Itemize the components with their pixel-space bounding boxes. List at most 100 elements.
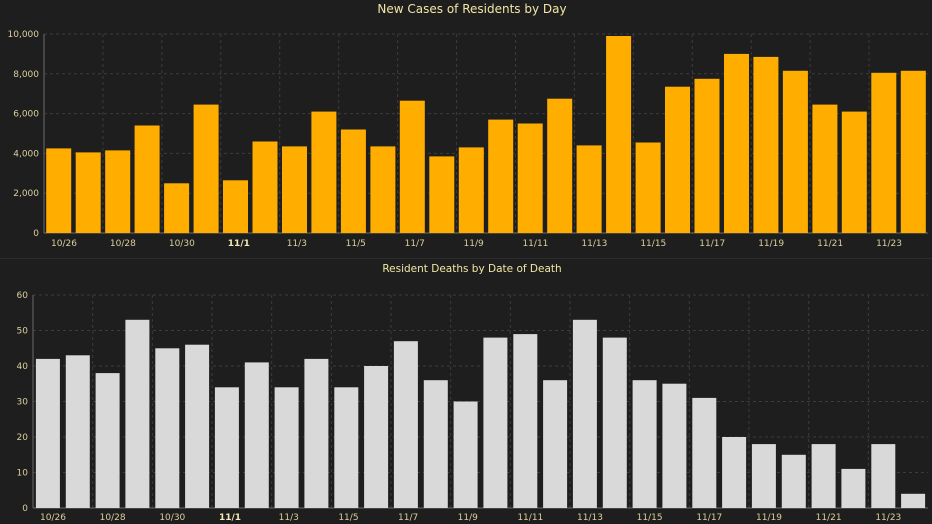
- resident-deaths-bar: [155, 348, 180, 509]
- new-cases-x-tick-label: 11/23: [876, 239, 902, 249]
- resident-deaths-bar: [692, 397, 717, 508]
- new-cases-bar: [458, 147, 484, 233]
- resident-deaths-bar: [662, 383, 687, 508]
- resident-deaths-bar: [513, 334, 538, 508]
- new-cases-bar: [635, 142, 661, 233]
- new-cases-y-tick-label: 8,000: [13, 70, 39, 80]
- resident-deaths-title: Resident Deaths by Date of Death: [382, 263, 561, 275]
- resident-deaths-bar: [781, 454, 806, 509]
- new-cases-chart: New Cases of Residents by Day 0 2,000 4,00…: [8, 2, 928, 249]
- resident-deaths-bars: [35, 319, 926, 509]
- new-cases-y-axis: 0 2,000 4,000 6,000 8,000 10,000: [8, 30, 40, 239]
- new-cases-bar: [606, 36, 632, 233]
- new-cases-bar: [871, 72, 897, 233]
- new-cases-x-axis: 10/26 10/28 10/30 11/1 11/3 11/5 11/7 11/9 11/11…: [51, 239, 902, 249]
- resident-deaths-grid: [32, 294, 928, 509]
- resident-deaths-bar: [244, 362, 269, 508]
- new-cases-bar: [105, 150, 131, 233]
- new-cases-y-tick-label: 6,000: [13, 110, 39, 120]
- new-cases-bar: [547, 98, 573, 233]
- new-cases-bar: [282, 146, 307, 233]
- resident-deaths-y-tick-label: 30: [17, 398, 29, 408]
- new-cases-bar: [576, 145, 602, 233]
- resident-deaths-x-tick-label: 10/28: [100, 513, 126, 523]
- resident-deaths-bar: [274, 387, 299, 508]
- new-cases-bar: [193, 104, 219, 233]
- new-cases-bar: [370, 146, 396, 233]
- new-cases-bar: [340, 129, 366, 233]
- new-cases-bar: [841, 111, 867, 233]
- new-cases-x-tick-label: 10/28: [110, 239, 136, 249]
- resident-deaths-bar: [95, 373, 120, 508]
- new-cases-bar: [164, 183, 190, 234]
- resident-deaths-x-tick-label: 11/17: [696, 513, 722, 523]
- new-cases-bar: [75, 152, 101, 233]
- resident-deaths-y-tick-label: 0: [22, 504, 28, 514]
- resident-deaths-x-tick-label: 11/11: [517, 513, 543, 523]
- new-cases-bar: [782, 70, 808, 233]
- resident-deaths-bar: [751, 444, 776, 508]
- new-cases-bar: [694, 78, 720, 233]
- new-cases-x-tick-label: 11/1: [228, 239, 250, 249]
- resident-deaths-bar: [543, 380, 568, 508]
- new-cases-x-tick-label: 11/13: [581, 239, 607, 249]
- new-cases-x-tick-label: 11/5: [346, 239, 366, 249]
- resident-deaths-bar: [304, 358, 329, 508]
- new-cases-bar: [724, 53, 749, 234]
- resident-deaths-chart: Resident Deaths by Date of Death 0 10 20 30…: [0, 258, 932, 523]
- resident-deaths-bar: [811, 444, 836, 508]
- resident-deaths-bar: [453, 401, 478, 508]
- resident-deaths-bar: [483, 337, 508, 508]
- resident-deaths-bar: [35, 358, 60, 508]
- new-cases-bar: [517, 123, 543, 233]
- new-cases-bar: [900, 70, 926, 233]
- resident-deaths-bar: [334, 387, 359, 508]
- new-cases-x-tick-label: 11/15: [640, 239, 666, 249]
- resident-deaths-x-tick-label: 10/26: [40, 513, 66, 523]
- new-cases-y-tick-label: 0: [33, 229, 39, 239]
- resident-deaths-x-tick-label: 11/7: [398, 513, 418, 523]
- new-cases-x-tick-label: 11/3: [287, 239, 307, 249]
- new-cases-x-tick-label: 10/26: [51, 239, 77, 249]
- new-cases-x-tick-label: 11/19: [758, 239, 784, 249]
- resident-deaths-x-tick-label: 11/1: [219, 513, 241, 523]
- new-cases-bar: [399, 100, 425, 233]
- resident-deaths-y-tick-label: 20: [17, 433, 29, 443]
- resident-deaths-x-tick-label: 11/5: [338, 513, 358, 523]
- resident-deaths-x-tick-label: 11/21: [816, 513, 842, 523]
- new-cases-x-tick-label: 11/17: [699, 239, 725, 249]
- new-cases-bar: [311, 111, 337, 233]
- new-cases-bar: [252, 141, 278, 233]
- resident-deaths-bar: [65, 355, 90, 508]
- resident-deaths-x-tick-label: 11/13: [577, 513, 603, 523]
- new-cases-y-tick-label: 10,000: [8, 30, 40, 40]
- resident-deaths-bar: [632, 380, 657, 508]
- new-cases-bar: [488, 119, 514, 233]
- new-cases-bar: [812, 104, 838, 233]
- new-cases-bar: [753, 56, 779, 234]
- resident-deaths-y-tick-label: 10: [17, 469, 29, 479]
- resident-deaths-y-tick-label: 60: [17, 291, 29, 301]
- new-cases-bars: [46, 36, 926, 234]
- resident-deaths-y-tick-label: 50: [17, 327, 29, 337]
- resident-deaths-x-tick-label: 11/15: [637, 513, 663, 523]
- new-cases-bar: [134, 125, 160, 233]
- new-cases-bar: [429, 156, 455, 233]
- new-cases-bar: [223, 180, 248, 233]
- new-cases-x-tick-label: 11/21: [817, 239, 843, 249]
- resident-deaths-x-tick-label: 11/9: [458, 513, 478, 523]
- resident-deaths-y-axis: 0 10 20 30 40 50 60: [17, 291, 29, 514]
- resident-deaths-y-tick-label: 40: [17, 362, 29, 372]
- resident-deaths-x-tick-label: 11/19: [756, 513, 782, 523]
- resident-deaths-bar: [841, 468, 866, 508]
- new-cases-bar: [665, 86, 690, 233]
- new-cases-title: New Cases of Residents by Day: [377, 2, 566, 16]
- resident-deaths-bar: [185, 344, 210, 508]
- resident-deaths-x-axis: 10/26 10/28 10/30 11/1 11/3 11/5 11/7 11/9 11/11…: [40, 513, 901, 523]
- resident-deaths-bar: [602, 337, 627, 508]
- new-cases-x-tick-label: 10/30: [169, 239, 195, 249]
- resident-deaths-bar: [901, 493, 926, 508]
- resident-deaths-bar: [214, 387, 239, 508]
- new-cases-x-tick-label: 11/7: [405, 239, 425, 249]
